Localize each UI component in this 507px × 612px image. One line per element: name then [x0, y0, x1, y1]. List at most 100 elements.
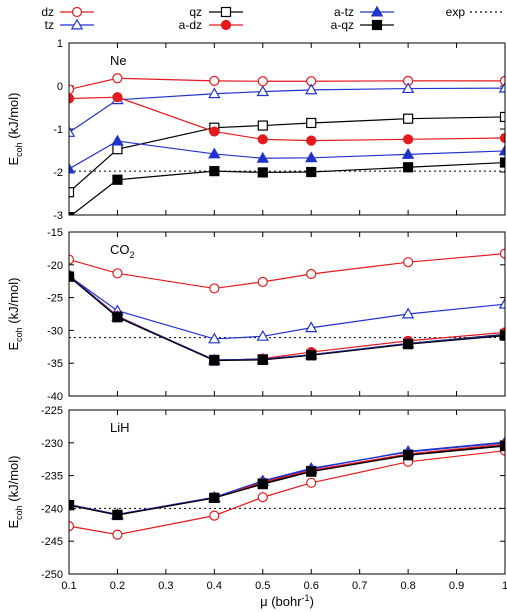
legend-label: a-dz [179, 18, 202, 32]
legend-entry-a-tz: a-tz [334, 5, 394, 19]
y-tick-label: -2 [53, 167, 63, 179]
data-point [401, 147, 415, 159]
series-a-dz [69, 270, 505, 366]
data-point [498, 297, 505, 309]
series-line [69, 276, 505, 361]
data-point [499, 111, 505, 123]
data-point [69, 212, 75, 215]
y-tick-label: -40 [47, 391, 63, 403]
y-tick-label: -1 [53, 124, 63, 136]
data-point [112, 174, 123, 185]
data-point [499, 132, 505, 144]
series-a-tz [69, 268, 505, 365]
data-point [112, 92, 123, 103]
series-tz [69, 269, 505, 344]
x-tick-label: 0.3 [158, 580, 173, 592]
data-point [306, 477, 317, 488]
panel-co: -40 -35 -30 -25 -20 -15 CO2 Ecoh (kJ/mol) [6, 227, 506, 403]
y-tick-label: -235 [41, 471, 63, 483]
legend-label: tz [45, 18, 54, 32]
data-point [305, 151, 318, 163]
data-point [69, 84, 75, 95]
data-point [256, 85, 269, 97]
legend-entry-tz: tz [45, 18, 94, 32]
data-point [499, 157, 505, 168]
series-tz [69, 81, 505, 137]
x-tick-label: 0.2 [110, 580, 125, 592]
series-line [69, 77, 505, 91]
y-tick-label: 1 [57, 38, 63, 50]
data-point [69, 254, 75, 265]
data-point [209, 510, 220, 521]
legend-marker [220, 19, 232, 31]
data-point [403, 113, 414, 124]
series-line [69, 274, 505, 361]
data-point [305, 83, 318, 95]
plot-area [69, 435, 505, 540]
legend-marker [371, 19, 383, 31]
legend-marker [370, 5, 384, 17]
series-line [69, 276, 505, 362]
data-point [208, 332, 221, 344]
data-point [69, 500, 75, 511]
x-tick-label: 0.5 [255, 580, 270, 592]
series-line [69, 445, 505, 516]
y-tick-label: -3 [53, 210, 63, 222]
y-tick-label: -15 [47, 227, 63, 239]
data-point [499, 75, 505, 86]
x-tick-label: 0.8 [400, 580, 415, 592]
plot-frame [68, 231, 506, 397]
series-line [69, 450, 505, 536]
plot-area [69, 248, 505, 366]
legend-entry-qz: qz [189, 5, 243, 19]
plot-area [69, 73, 505, 215]
legend-label: exp [446, 5, 466, 19]
panel-label: CO2 [110, 242, 135, 260]
x-tick-label: 0.6 [304, 580, 319, 592]
series-dz [69, 248, 505, 294]
data-point [209, 75, 220, 86]
data-point [112, 529, 123, 540]
legend-label: a-tz [334, 5, 354, 19]
data-point [112, 144, 123, 155]
series-a-qz [69, 157, 505, 215]
chart-panels: -3 -2 -1 0 1 Ne Ecoh (kJ/mol) -40 -35 -30 -25 -20 -1… [6, 38, 507, 592]
y-axis-label: Ecoh (kJ/mol) [6, 277, 24, 350]
series-line [69, 443, 505, 516]
x-axis-label: μ (bohr-1) [260, 593, 314, 609]
data-point [257, 492, 268, 503]
data-point [401, 82, 415, 94]
y-tick-label: -25 [47, 293, 63, 305]
data-point [112, 268, 123, 279]
plot-frame [68, 42, 506, 216]
series-line [69, 442, 505, 515]
series-line [69, 274, 505, 362]
data-point [209, 492, 220, 504]
series-dz [69, 445, 505, 540]
data-point [112, 312, 123, 323]
series-qz [69, 111, 505, 198]
series-a-qz [69, 440, 505, 521]
data-point [401, 307, 415, 319]
data-point [306, 117, 317, 129]
legend-label: dz [41, 5, 54, 19]
data-point [257, 120, 268, 131]
legend-marker [220, 6, 232, 18]
data-point [499, 440, 505, 452]
data-point [69, 93, 75, 104]
data-point [111, 134, 124, 146]
data-point [403, 450, 414, 461]
legend-marker [71, 6, 83, 18]
x-tick-label: 0.7 [352, 580, 367, 592]
x-tick-label: 0.4 [207, 580, 222, 592]
series-dz [69, 73, 505, 95]
x-tick-label: 0.9 [449, 580, 464, 592]
data-point [257, 354, 268, 366]
data-point [209, 283, 220, 294]
series-a-dz [69, 92, 505, 146]
series-line [69, 275, 505, 340]
legend-label: qz [189, 5, 202, 19]
data-point [257, 76, 268, 87]
